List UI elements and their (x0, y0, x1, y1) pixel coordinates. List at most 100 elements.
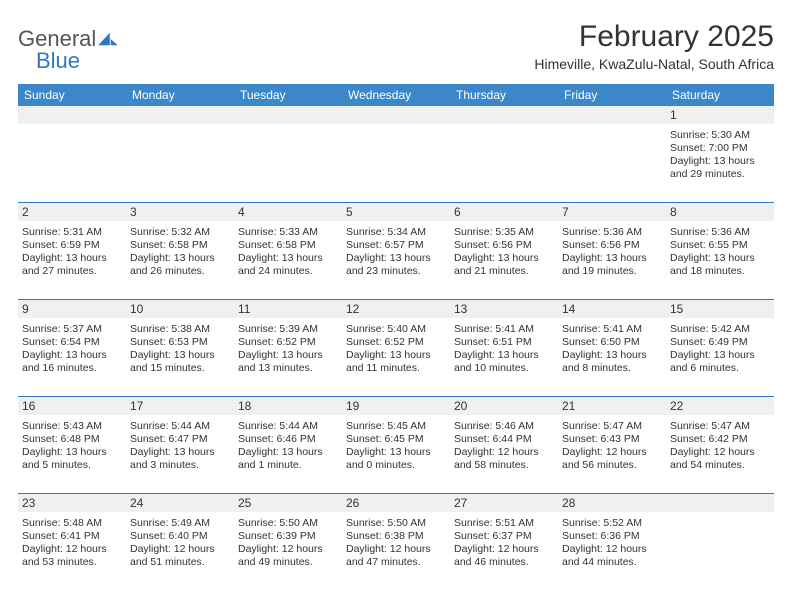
day-number: 10 (126, 300, 234, 318)
sunset-text: Sunset: 7:00 PM (670, 142, 770, 155)
day-number (234, 106, 342, 124)
daylight-text: Daylight: 13 hours and 5 minutes. (22, 446, 122, 472)
day-header-wednesday: Wednesday (342, 84, 450, 106)
day-cell: Sunrise: 5:33 AMSunset: 6:58 PMDaylight:… (234, 221, 342, 299)
daylight-text: Daylight: 13 hours and 11 minutes. (346, 349, 446, 375)
daylight-text: Daylight: 13 hours and 18 minutes. (670, 252, 770, 278)
day-header-row: Sunday Monday Tuesday Wednesday Thursday… (18, 84, 774, 106)
day-number (558, 106, 666, 124)
daylight-text: Daylight: 13 hours and 3 minutes. (130, 446, 230, 472)
daylight-text: Daylight: 13 hours and 21 minutes. (454, 252, 554, 278)
day-info: Sunrise: 5:41 AMSunset: 6:50 PMDaylight:… (562, 321, 662, 376)
day-info: Sunrise: 5:47 AMSunset: 6:42 PMDaylight:… (670, 418, 770, 473)
week-row: Sunrise: 5:48 AMSunset: 6:41 PMDaylight:… (18, 512, 774, 590)
header: GeneralBlue February 2025 Himeville, Kwa… (18, 20, 774, 76)
daynum-row: 1 (18, 106, 774, 124)
day-cell (450, 124, 558, 202)
day-number (126, 106, 234, 124)
day-info (22, 127, 122, 129)
day-cell: Sunrise: 5:32 AMSunset: 6:58 PMDaylight:… (126, 221, 234, 299)
day-number: 12 (342, 300, 450, 318)
sunrise-text: Sunrise: 5:36 AM (562, 226, 662, 239)
title-block: February 2025 Himeville, KwaZulu-Natal, … (534, 20, 774, 76)
daylight-text: Daylight: 13 hours and 15 minutes. (130, 349, 230, 375)
sunrise-text: Sunrise: 5:46 AM (454, 420, 554, 433)
sunset-text: Sunset: 6:47 PM (130, 433, 230, 446)
day-number: 21 (558, 397, 666, 415)
day-number: 28 (558, 494, 666, 512)
day-number: 8 (666, 203, 774, 221)
day-cell (18, 124, 126, 202)
daylight-text: Daylight: 13 hours and 27 minutes. (22, 252, 122, 278)
day-cell (342, 124, 450, 202)
sunrise-text: Sunrise: 5:33 AM (238, 226, 338, 239)
day-info (238, 127, 338, 129)
sunset-text: Sunset: 6:57 PM (346, 239, 446, 252)
sunset-text: Sunset: 6:45 PM (346, 433, 446, 446)
day-cell (234, 124, 342, 202)
day-cell (666, 512, 774, 590)
calendar-grid: Sunday Monday Tuesday Wednesday Thursday… (18, 84, 774, 590)
day-info: Sunrise: 5:45 AMSunset: 6:45 PMDaylight:… (346, 418, 446, 473)
daylight-text: Daylight: 13 hours and 23 minutes. (346, 252, 446, 278)
sunset-text: Sunset: 6:58 PM (130, 239, 230, 252)
daylight-text: Daylight: 13 hours and 16 minutes. (22, 349, 122, 375)
sunrise-text: Sunrise: 5:36 AM (670, 226, 770, 239)
day-cell: Sunrise: 5:51 AMSunset: 6:37 PMDaylight:… (450, 512, 558, 590)
sunset-text: Sunset: 6:50 PM (562, 336, 662, 349)
day-cell (558, 124, 666, 202)
daylight-text: Daylight: 13 hours and 6 minutes. (670, 349, 770, 375)
sunset-text: Sunset: 6:44 PM (454, 433, 554, 446)
day-number: 9 (18, 300, 126, 318)
sunrise-text: Sunrise: 5:47 AM (670, 420, 770, 433)
sunrise-text: Sunrise: 5:41 AM (562, 323, 662, 336)
day-info: Sunrise: 5:44 AMSunset: 6:46 PMDaylight:… (238, 418, 338, 473)
daynum-row: 2345678 (18, 202, 774, 221)
day-info (454, 127, 554, 129)
sunset-text: Sunset: 6:52 PM (346, 336, 446, 349)
sunrise-text: Sunrise: 5:45 AM (346, 420, 446, 433)
day-number: 15 (666, 300, 774, 318)
day-cell: Sunrise: 5:48 AMSunset: 6:41 PMDaylight:… (18, 512, 126, 590)
weeks-container: 1Sunrise: 5:30 AMSunset: 7:00 PMDaylight… (18, 106, 774, 590)
day-info: Sunrise: 5:37 AMSunset: 6:54 PMDaylight:… (22, 321, 122, 376)
day-number: 18 (234, 397, 342, 415)
day-cell: Sunrise: 5:50 AMSunset: 6:38 PMDaylight:… (342, 512, 450, 590)
day-cell: Sunrise: 5:31 AMSunset: 6:59 PMDaylight:… (18, 221, 126, 299)
location-text: Himeville, KwaZulu-Natal, South Africa (534, 56, 774, 72)
day-cell: Sunrise: 5:44 AMSunset: 6:47 PMDaylight:… (126, 415, 234, 493)
day-cell: Sunrise: 5:50 AMSunset: 6:39 PMDaylight:… (234, 512, 342, 590)
day-cell: Sunrise: 5:41 AMSunset: 6:50 PMDaylight:… (558, 318, 666, 396)
day-number (450, 106, 558, 124)
day-info (346, 127, 446, 129)
sunrise-text: Sunrise: 5:44 AM (238, 420, 338, 433)
day-cell: Sunrise: 5:44 AMSunset: 6:46 PMDaylight:… (234, 415, 342, 493)
day-cell: Sunrise: 5:46 AMSunset: 6:44 PMDaylight:… (450, 415, 558, 493)
day-number (666, 494, 774, 512)
day-info: Sunrise: 5:31 AMSunset: 6:59 PMDaylight:… (22, 224, 122, 279)
daylight-text: Daylight: 12 hours and 56 minutes. (562, 446, 662, 472)
sunset-text: Sunset: 6:39 PM (238, 530, 338, 543)
sunrise-text: Sunrise: 5:39 AM (238, 323, 338, 336)
day-number: 2 (18, 203, 126, 221)
day-info: Sunrise: 5:52 AMSunset: 6:36 PMDaylight:… (562, 515, 662, 570)
day-info (562, 127, 662, 129)
day-info: Sunrise: 5:50 AMSunset: 6:39 PMDaylight:… (238, 515, 338, 570)
week-row: Sunrise: 5:31 AMSunset: 6:59 PMDaylight:… (18, 221, 774, 299)
daylight-text: Daylight: 12 hours and 58 minutes. (454, 446, 554, 472)
day-info: Sunrise: 5:32 AMSunset: 6:58 PMDaylight:… (130, 224, 230, 279)
daynum-row: 16171819202122 (18, 396, 774, 415)
sunset-text: Sunset: 6:36 PM (562, 530, 662, 543)
daylight-text: Daylight: 12 hours and 54 minutes. (670, 446, 770, 472)
daylight-text: Daylight: 13 hours and 24 minutes. (238, 252, 338, 278)
sunrise-text: Sunrise: 5:49 AM (130, 517, 230, 530)
day-cell: Sunrise: 5:36 AMSunset: 6:56 PMDaylight:… (558, 221, 666, 299)
day-info: Sunrise: 5:33 AMSunset: 6:58 PMDaylight:… (238, 224, 338, 279)
sunrise-text: Sunrise: 5:41 AM (454, 323, 554, 336)
day-number (18, 106, 126, 124)
sunset-text: Sunset: 6:51 PM (454, 336, 554, 349)
sunrise-text: Sunrise: 5:35 AM (454, 226, 554, 239)
sunset-text: Sunset: 6:55 PM (670, 239, 770, 252)
daylight-text: Daylight: 13 hours and 29 minutes. (670, 155, 770, 181)
day-cell: Sunrise: 5:40 AMSunset: 6:52 PMDaylight:… (342, 318, 450, 396)
